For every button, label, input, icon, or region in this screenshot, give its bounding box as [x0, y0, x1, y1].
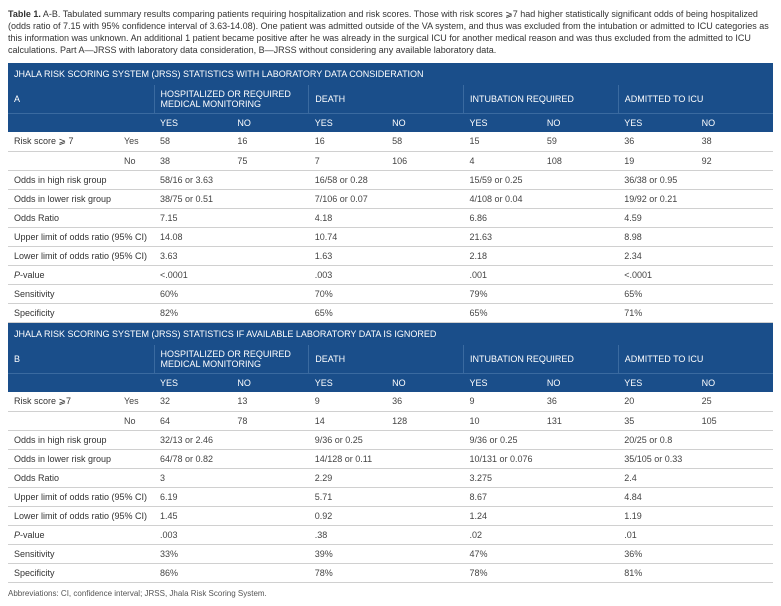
- stat-row-B-7: Specificity86%78%78%81%: [8, 563, 773, 582]
- row-label: P-value: [8, 525, 154, 544]
- stat-row-B-3: Upper limit of odds ratio (95% CI)6.195.…: [8, 487, 773, 506]
- column-header-A: A HOSPITALIZED OR REQUIRED MEDICAL MONITO…: [8, 85, 773, 114]
- stat-row-A-4: Lower limit of odds ratio (95% CI)3.631.…: [8, 246, 773, 265]
- row-label: Odds Ratio: [8, 468, 154, 487]
- stat-row-B-2: Odds Ratio32.293.2752.4: [8, 468, 773, 487]
- row-label: Lower limit of odds ratio (95% CI): [8, 506, 154, 525]
- row-label: P-value: [8, 265, 154, 284]
- stat-row-A-7: Specificity82%65%65%71%: [8, 303, 773, 322]
- row-label: Upper limit of odds ratio (95% CI): [8, 227, 154, 246]
- risk-yes-A: Risk score ⩾ 7Yes5816165815593638: [8, 132, 773, 152]
- row-label: Sensitivity: [8, 544, 154, 563]
- col-1: DEATH: [309, 345, 464, 374]
- stat-row-A-5: P-value<.0001.003.001<.0001: [8, 265, 773, 284]
- risk-no-B: No6478141281013135105: [8, 411, 773, 430]
- col-3: ADMITTED TO ICU: [618, 85, 773, 114]
- row-label: Odds in high risk group: [8, 430, 154, 449]
- col-3: ADMITTED TO ICU: [618, 345, 773, 374]
- row-label: Odds Ratio: [8, 208, 154, 227]
- stat-row-B-6: Sensitivity33%39%47%36%: [8, 544, 773, 563]
- section-title: JHALA RISK SCORING SYSTEM (JRSS) STATIST…: [8, 63, 773, 85]
- stat-row-B-5: P-value.003.38.02.01: [8, 525, 773, 544]
- row-label: Odds in lower risk group: [8, 449, 154, 468]
- stat-row-A-6: Sensitivity60%70%79%65%: [8, 284, 773, 303]
- abbreviations: Abbreviations: CI, confidence interval; …: [8, 589, 773, 598]
- risk-yes-B: Risk score ⩾7Yes32139369362025: [8, 392, 773, 412]
- stat-row-A-1: Odds in lower risk group38/75 or 0.517/1…: [8, 189, 773, 208]
- col-1: DEATH: [309, 85, 464, 114]
- stat-row-B-0: Odds in high risk group32/13 or 2.469/36…: [8, 430, 773, 449]
- part-letter: B: [8, 345, 118, 374]
- section-title: JHALA RISK SCORING SYSTEM (JRSS) STATIST…: [8, 322, 773, 345]
- stat-row-A-0: Odds in high risk group58/16 or 3.6316/5…: [8, 170, 773, 189]
- row-label: Odds in lower risk group: [8, 189, 154, 208]
- table-caption: Table 1. A-B. Tabulated summary results …: [8, 8, 773, 57]
- yesno-header-B: YESNOYESNOYESNOYESNO: [8, 373, 773, 392]
- stat-row-A-3: Upper limit of odds ratio (95% CI)14.081…: [8, 227, 773, 246]
- stat-row-A-2: Odds Ratio7.154.186.864.59: [8, 208, 773, 227]
- caption-title: Table 1.: [8, 9, 41, 19]
- row-label: Sensitivity: [8, 284, 154, 303]
- section-header-B: JHALA RISK SCORING SYSTEM (JRSS) STATIST…: [8, 322, 773, 345]
- risk-label: Risk score ⩾7: [8, 392, 118, 412]
- part-letter: A: [8, 85, 118, 114]
- col-2: INTUBATION REQUIRED: [464, 85, 619, 114]
- row-label: Specificity: [8, 563, 154, 582]
- col-2: INTUBATION REQUIRED: [464, 345, 619, 374]
- col-0: HOSPITALIZED OR REQUIRED MEDICAL MONITOR…: [154, 345, 309, 374]
- stat-row-B-1: Odds in lower risk group64/78 or 0.8214/…: [8, 449, 773, 468]
- section-header-A: JHALA RISK SCORING SYSTEM (JRSS) STATIST…: [8, 63, 773, 85]
- row-label: Lower limit of odds ratio (95% CI): [8, 246, 154, 265]
- row-label: Upper limit of odds ratio (95% CI): [8, 487, 154, 506]
- column-header-B: B HOSPITALIZED OR REQUIRED MEDICAL MONITO…: [8, 345, 773, 374]
- yesno-header-A: YESNOYESNOYESNOYESNO: [8, 113, 773, 132]
- stat-row-B-4: Lower limit of odds ratio (95% CI)1.450.…: [8, 506, 773, 525]
- risk-no-A: No3875710641081992: [8, 151, 773, 170]
- caption-text: A-B. Tabulated summary results comparing…: [8, 9, 769, 55]
- col-0: HOSPITALIZED OR REQUIRED MEDICAL MONITOR…: [154, 85, 309, 114]
- row-label: Specificity: [8, 303, 154, 322]
- row-label: Odds in high risk group: [8, 170, 154, 189]
- risk-label: Risk score ⩾ 7: [8, 132, 118, 152]
- jrss-table: JHALA RISK SCORING SYSTEM (JRSS) STATIST…: [8, 63, 773, 583]
